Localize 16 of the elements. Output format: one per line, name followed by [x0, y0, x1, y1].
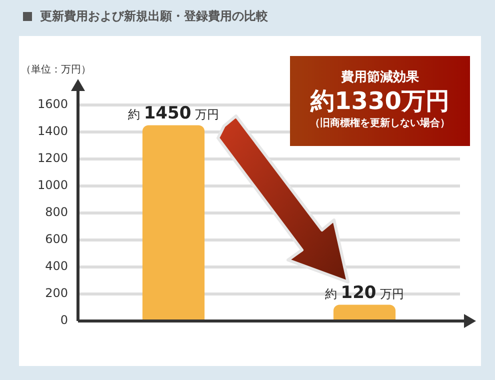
text: 費用節減効果: [340, 69, 420, 86]
chart-title: 更新費用および新規出願・登録費用の比較: [40, 8, 268, 25]
annotation: （旧商標権を更新しない場合）: [309, 116, 451, 130]
y-tick-label: 800: [45, 205, 68, 220]
y-tick-label: 1600: [37, 97, 68, 112]
y-tick-label: 1000: [37, 178, 68, 192]
y-tick-label: 1200: [37, 151, 68, 166]
y-tick-label: 400: [45, 259, 68, 274]
y-tick-label: 1400: [37, 124, 68, 138]
y-axis-title: （単位：万円）: [21, 64, 91, 76]
y-tick-label: 0: [60, 313, 68, 328]
annotation: 約1330万円: [309, 86, 450, 116]
y-tick-label: 600: [45, 232, 68, 246]
data-label: 約 1450 万円: [128, 103, 220, 124]
data-label: 約 120 万円: [324, 282, 404, 303]
y-tick-label: 200: [45, 286, 68, 300]
